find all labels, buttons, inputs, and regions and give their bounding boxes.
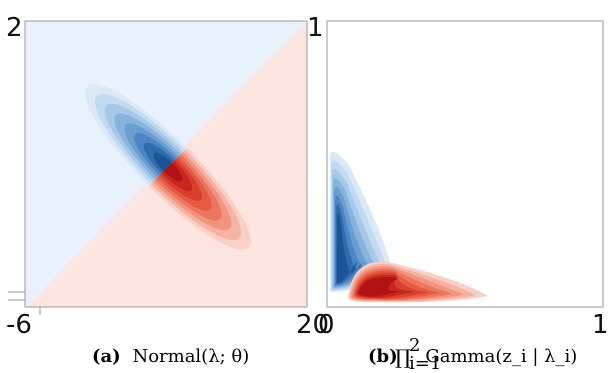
caption-a: (a) Normal(λ; θ) <box>92 346 249 367</box>
panel-a: 2 -6 20 <box>6 13 329 340</box>
caption-a-label: (a) <box>92 346 121 367</box>
panel-a-xtick-right: 20 <box>296 310 329 340</box>
caption-a-text: Normal(λ; θ) <box>132 346 249 367</box>
caption-b: (b) Gamma(z_i | λ_i) <box>368 346 577 367</box>
panel-a-ytick-top: 2 <box>6 13 23 43</box>
caption-b-text: Gamma(z_i | λ_i) <box>425 346 577 367</box>
panel-a-frame <box>24 20 308 308</box>
panel-b-contours <box>330 151 488 303</box>
panel-b-frame <box>326 20 604 308</box>
caption-b-product-sub: i=1 <box>409 353 441 373</box>
panel-a-xtick-left: -6 <box>6 310 32 340</box>
panel-b-xtick-right: 1 <box>592 310 608 340</box>
panel-b-xtick-left: 0 <box>318 310 335 340</box>
panel-b-blue-contour-level <box>337 212 357 284</box>
panel-b: 1 0 1 <box>307 13 608 340</box>
caption-b-product-sup: 2 <box>409 335 420 356</box>
panel-b-ytick-top: 1 <box>307 13 324 43</box>
panel-a-contours <box>85 84 251 250</box>
panel-b-red-contour-level <box>358 277 405 298</box>
caption-b-product-symbol: ∏ <box>395 345 411 369</box>
caption-b-label: (b) <box>368 346 398 367</box>
